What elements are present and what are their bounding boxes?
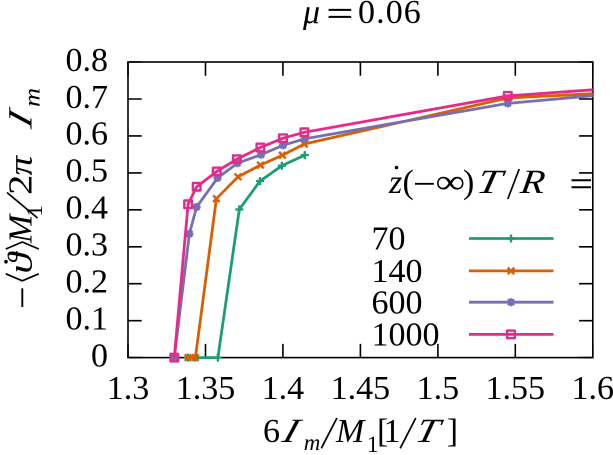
svg-text:1.6: 1.6 [572,370,613,407]
svg-text:0.8: 0.8 [66,42,109,79]
svg-text:0.2: 0.2 [66,264,109,301]
svg-text:(: ( [403,164,414,201]
svg-text:0.4: 0.4 [66,190,109,227]
svg-text:1.35: 1.35 [176,370,236,407]
svg-text:]: ] [447,413,458,450]
svg-text:140: 140 [372,253,423,290]
svg-text:1.5: 1.5 [417,370,460,407]
svg-text:μ: μ [302,0,320,31]
svg-text:1.4: 1.4 [262,370,305,407]
svg-text:1: 1 [22,205,47,217]
svg-text:0.5: 0.5 [66,153,109,190]
svg-text:1: 1 [367,432,379,455]
svg-text:m: m [304,430,321,455]
svg-text:ϑ: ϑ [2,250,39,273]
svg-text:z: z [388,164,402,201]
svg-text:1.3: 1.3 [107,370,150,407]
svg-text:600: 600 [372,284,423,321]
svg-text:π: π [1,154,39,175]
svg-text:R: R [517,163,547,201]
svg-text:0.6: 0.6 [66,116,109,153]
svg-text:1: 1 [384,413,401,450]
svg-text:0.7: 0.7 [66,79,109,116]
svg-text:0: 0 [91,337,108,374]
svg-text:1000: 1000 [372,317,440,354]
svg-text:m: m [20,88,45,107]
svg-text:): ) [463,164,474,201]
svg-text:0.06: 0.06 [358,0,422,31]
svg-text:0.1: 0.1 [66,301,109,338]
svg-text:1.45: 1.45 [331,370,391,407]
svg-text:1.55: 1.55 [486,370,546,407]
svg-text:M: M [335,413,366,450]
svg-text:0.3: 0.3 [66,227,109,264]
svg-text:2: 2 [3,175,40,195]
svg-text:[: [ [377,413,388,450]
svg-text:M: M [3,213,40,244]
svg-text:6: 6 [263,413,280,450]
svg-text:70: 70 [372,221,406,258]
svg-text:∞: ∞ [436,163,466,201]
